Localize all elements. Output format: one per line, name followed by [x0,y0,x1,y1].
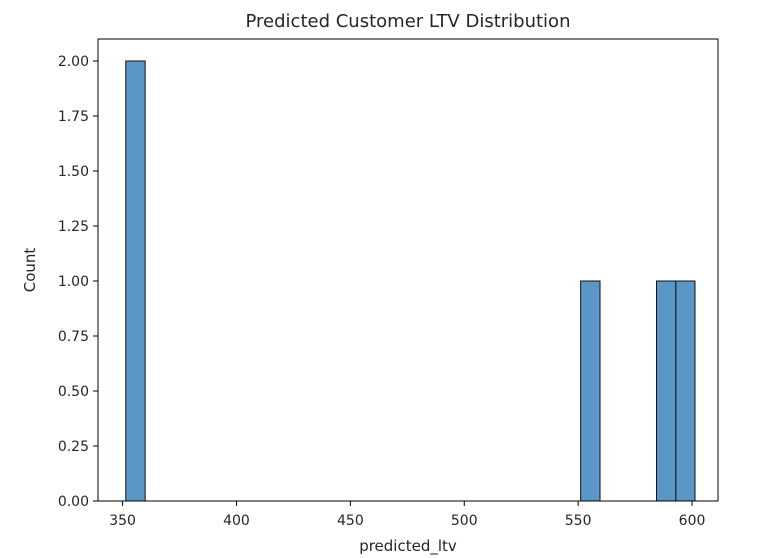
histogram-bar-1 [580,280,601,502]
y-axis: 0.00 0.25 0.50 0.75 1.00 1.25 1.50 1.75 2.00 [58,54,98,510]
y-axis-label: Count [21,248,39,293]
y-tick-label-4: 1.00 [58,274,89,290]
bars-group [125,60,696,502]
histogram-bar-2 [656,280,677,502]
x-tick-label-5: 600 [679,513,706,529]
y-tick-label-5: 1.25 [58,219,89,235]
x-tick-label-3: 500 [451,513,478,529]
x-tick-label-0: 350 [109,513,136,529]
histogram-bar-0 [125,60,146,502]
x-tick-label-4: 550 [565,513,592,529]
x-tick-label-2: 450 [337,513,364,529]
y-tick-label-8: 2.00 [58,54,89,70]
y-tick-label-1: 0.25 [58,439,89,455]
x-axis: 350 400 450 500 550 600 [109,501,705,529]
histogram-bar-3 [675,280,696,502]
x-axis-label: predicted_ltv [359,537,457,556]
plot-frame [97,38,719,502]
chart-title: Predicted Customer LTV Distribution [246,11,571,32]
y-tick-label-3: 0.75 [58,329,89,345]
y-tick-label-2: 0.50 [58,384,89,400]
y-tick-label-0: 0.00 [58,494,89,510]
y-tick-label-7: 1.75 [58,109,89,125]
x-tick-label-1: 400 [223,513,250,529]
y-tick-label-6: 1.50 [58,164,89,180]
